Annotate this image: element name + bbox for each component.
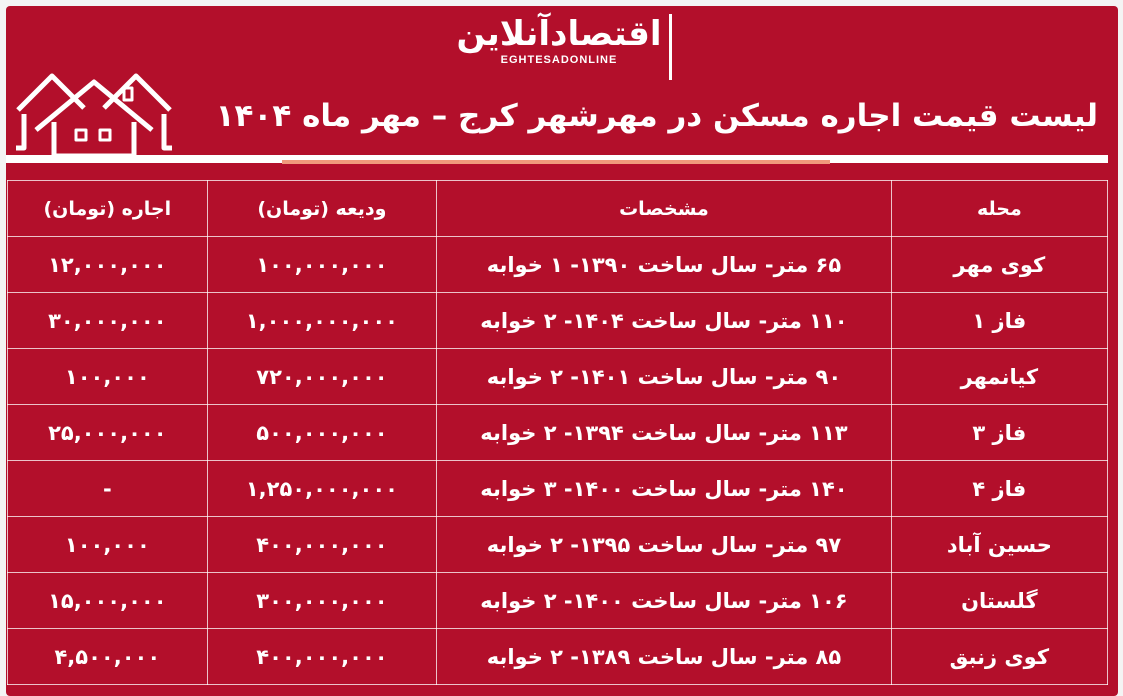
accent-divider xyxy=(282,160,830,164)
specs-cell: ۸۵ متر- سال ساخت ۱۳۸۹- ۲ خوابه xyxy=(436,628,892,685)
page-title: لیست قیمت اجاره مسکن در مهرشهر کرج – مهر… xyxy=(215,98,1098,134)
header-deposit: ودیعه (تومان) xyxy=(206,180,438,237)
neighborhood-cell: گلستان xyxy=(890,572,1109,629)
header-rent: اجاره (تومان) xyxy=(7,180,208,237)
logo-persian: اقتصادآنلاین xyxy=(456,14,662,54)
rent-cell: - xyxy=(7,460,208,517)
specs-cell: ۱۱۳ متر- سال ساخت ۱۳۹۴- ۲ خوابه xyxy=(436,404,892,461)
neighborhood-cell: کیانمهر xyxy=(890,348,1109,405)
specs-cell: ۹۷ متر- سال ساخت ۱۳۹۵- ۲ خوابه xyxy=(436,516,892,573)
rent-cell: ۱۰۰,۰۰۰ xyxy=(7,348,208,405)
deposit-cell: ۱۰۰,۰۰۰,۰۰۰ xyxy=(206,236,438,293)
neighborhood-cell: فاز ۴ xyxy=(890,460,1109,517)
rent-cell: ۴,۵۰۰,۰۰۰ xyxy=(7,628,208,685)
deposit-cell: ۴۰۰,۰۰۰,۰۰۰ xyxy=(206,516,438,573)
table-row: فاز ۳ ۱۱۳ متر- سال ساخت ۱۳۹۴- ۲ خوابه ۵۰۰,… xyxy=(7,404,1109,461)
deposit-cell: ۵۰۰,۰۰۰,۰۰۰ xyxy=(206,404,438,461)
specs-cell: ۱۴۰ متر- سال ساخت ۱۴۰۰- ۳ خوابه xyxy=(436,460,892,517)
rent-cell: ۱۲,۰۰۰,۰۰۰ xyxy=(7,236,208,293)
rent-cell: ۱۵,۰۰۰,۰۰۰ xyxy=(7,572,208,629)
table-row: حسین آباد ۹۷ متر- سال ساخت ۱۳۹۵- ۲ خوابه ۴… xyxy=(7,516,1109,573)
specs-cell: ۹۰ متر- سال ساخت ۱۴۰۱- ۲ خوابه xyxy=(436,348,892,405)
specs-cell: ۶۵ متر- سال ساخت ۱۳۹۰- ۱ خوابه xyxy=(436,236,892,293)
deposit-cell: ۱,۰۰۰,۰۰۰,۰۰۰ xyxy=(206,292,438,349)
neighborhood-cell: حسین آباد xyxy=(890,516,1109,573)
logo-english: EGHTESADONLINE xyxy=(500,54,618,66)
deposit-cell: ۴۰۰,۰۰۰,۰۰۰ xyxy=(206,628,438,685)
neighborhood-cell: کوی مهر xyxy=(890,236,1109,293)
table-row: کوی زنبق ۸۵ متر- سال ساخت ۱۳۸۹- ۲ خوابه ۴۰… xyxy=(7,628,1109,685)
neighborhood-cell: فاز ۳ xyxy=(890,404,1109,461)
table-row: فاز ۴ ۱۴۰ متر- سال ساخت ۱۴۰۰- ۳ خوابه ۱,۲۵… xyxy=(7,460,1109,517)
table-row: فاز ۱ ۱۱۰ متر- سال ساخت ۱۴۰۴- ۲ خوابه ۱,۰۰… xyxy=(7,292,1109,349)
table-row: گلستان ۱۰۶ متر- سال ساخت ۱۴۰۰- ۲ خوابه ۳۰۰… xyxy=(7,572,1109,629)
deposit-cell: ۷۲۰,۰۰۰,۰۰۰ xyxy=(206,348,438,405)
header-neighborhood: محله xyxy=(890,180,1109,237)
infographic-panel: اقتصادآنلاین EGHTESADONLINE لیست قیمت اج… xyxy=(6,6,1118,696)
deposit-cell: ۳۰۰,۰۰۰,۰۰۰ xyxy=(206,572,438,629)
specs-cell: ۱۱۰ متر- سال ساخت ۱۴۰۴- ۲ خوابه xyxy=(436,292,892,349)
neighborhood-cell: کوی زنبق xyxy=(890,628,1109,685)
header-specs: مشخصات xyxy=(436,180,892,237)
rent-cell: ۲۵,۰۰۰,۰۰۰ xyxy=(7,404,208,461)
rent-cell: ۳۰,۰۰۰,۰۰۰ xyxy=(7,292,208,349)
table-header-row: محله مشخصات ودیعه (تومان) اجاره (تومان) xyxy=(7,180,1109,237)
rent-cell: ۱۰۰,۰۰۰ xyxy=(7,516,208,573)
houses-icon xyxy=(16,73,172,159)
deposit-cell: ۱,۲۵۰,۰۰۰,۰۰۰ xyxy=(206,460,438,517)
neighborhood-cell: فاز ۱ xyxy=(890,292,1109,349)
divider xyxy=(6,155,1108,163)
brand-logo: اقتصادآنلاین EGHTESADONLINE xyxy=(444,14,674,80)
specs-cell: ۱۰۶ متر- سال ساخت ۱۴۰۰- ۲ خوابه xyxy=(436,572,892,629)
rent-price-table: محله مشخصات ودیعه (تومان) اجاره (تومان) … xyxy=(7,180,1109,685)
logo-bar xyxy=(669,14,672,80)
table-row: کیانمهر ۹۰ متر- سال ساخت ۱۴۰۱- ۲ خوابه ۷۲۰… xyxy=(7,348,1109,405)
table-row: کوی مهر ۶۵ متر- سال ساخت ۱۳۹۰- ۱ خوابه ۱۰۰… xyxy=(7,236,1109,293)
